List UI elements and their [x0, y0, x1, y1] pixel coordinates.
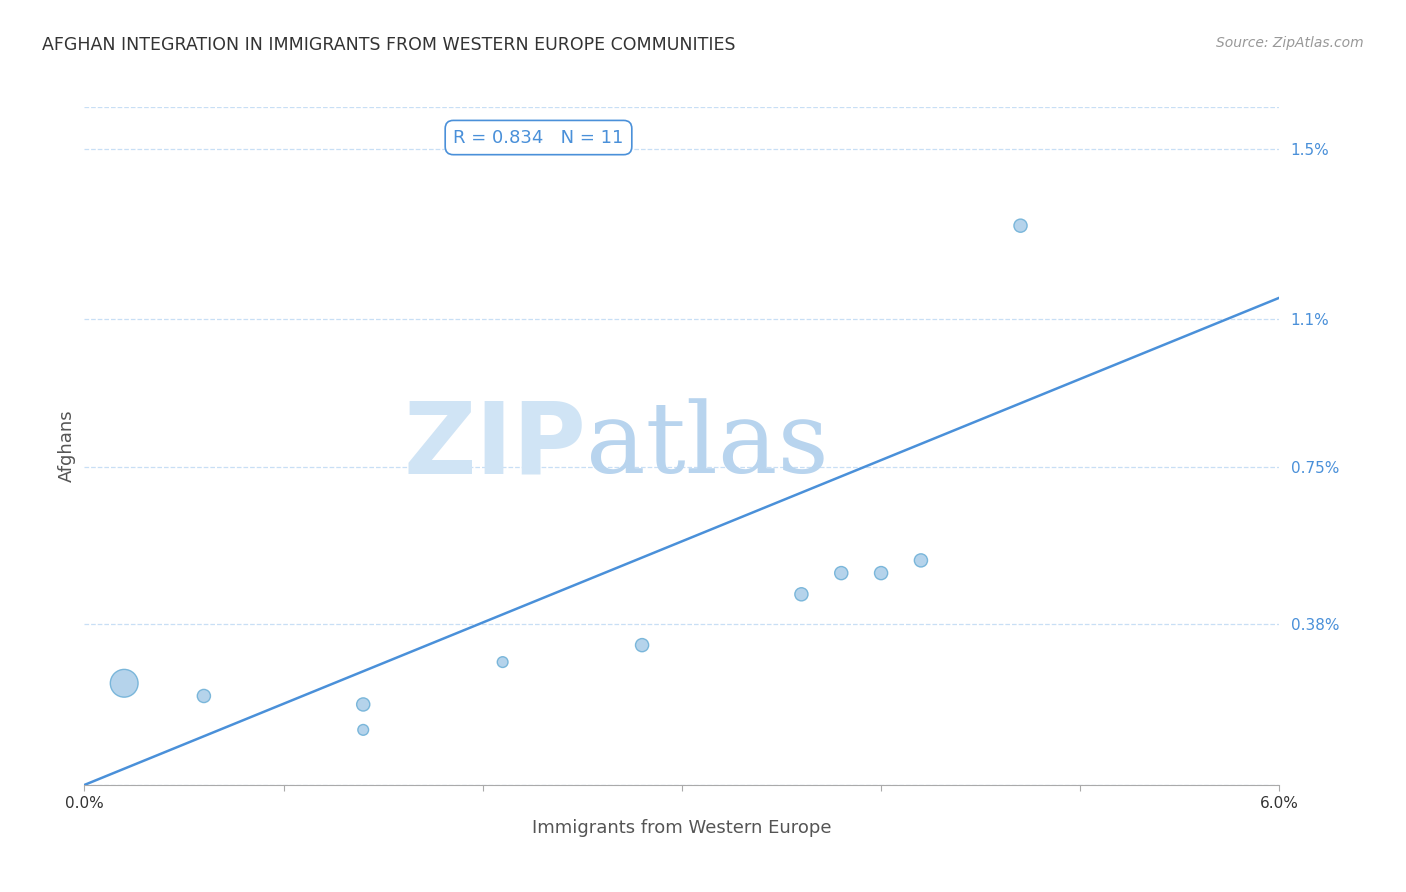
Text: atlas: atlas	[586, 398, 830, 494]
Text: AFGHAN INTEGRATION IN IMMIGRANTS FROM WESTERN EUROPE COMMUNITIES: AFGHAN INTEGRATION IN IMMIGRANTS FROM WE…	[42, 36, 735, 54]
Text: R = 0.834   N = 11: R = 0.834 N = 11	[453, 128, 624, 146]
Point	[910, 553, 932, 567]
Y-axis label: Afghans: Afghans	[58, 409, 76, 483]
Text: Source: ZipAtlas.com: Source: ZipAtlas.com	[1216, 36, 1364, 50]
Point	[492, 655, 515, 669]
Point	[870, 566, 893, 580]
Point	[631, 638, 654, 652]
Point	[352, 698, 374, 712]
Point	[112, 676, 135, 690]
Point	[830, 566, 852, 580]
Point	[193, 689, 215, 703]
Point	[790, 587, 813, 601]
Text: ZIP: ZIP	[404, 398, 586, 494]
X-axis label: Immigrants from Western Europe: Immigrants from Western Europe	[531, 820, 832, 838]
Point	[352, 723, 374, 737]
Point	[1010, 219, 1032, 233]
